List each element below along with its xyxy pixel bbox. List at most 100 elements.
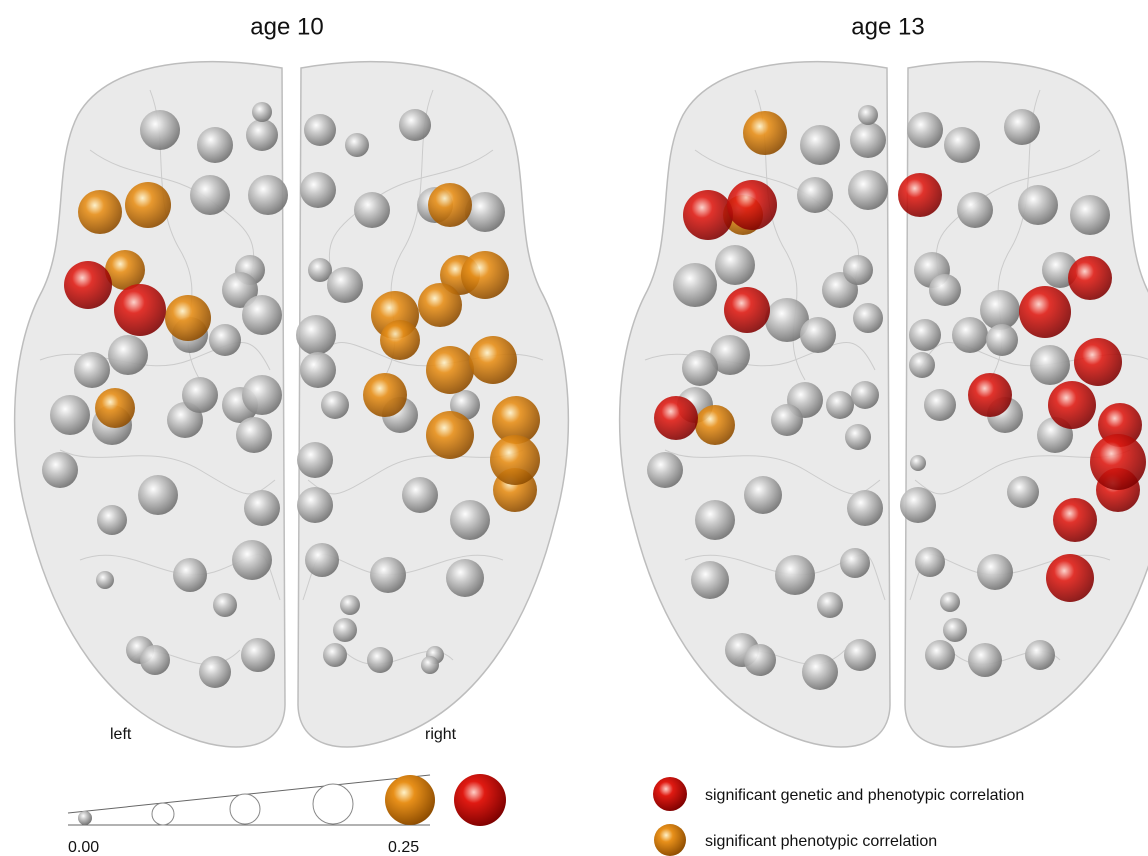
red-node [1068,256,1112,300]
orange-node [363,373,407,417]
gray-node [924,389,956,421]
gray-node [845,424,871,450]
gray-node [222,272,258,308]
gray-node [333,618,357,642]
orange-node [426,411,474,459]
gray-node [199,656,231,688]
orange-node [380,320,420,360]
side-label: right [425,726,457,743]
gray-node [957,192,993,228]
red-node [1074,338,1122,386]
gray-node [900,487,936,523]
gray-node [802,654,838,690]
orange-node [461,251,509,299]
red-node [968,373,1012,417]
gray-node [300,352,336,388]
gray-node [673,263,717,307]
gray-node [340,595,360,615]
gray-node [74,352,110,388]
gray-node [1030,345,1070,385]
gray-node [252,102,272,122]
gray-node [244,490,280,526]
gray-node [465,192,505,232]
gray-node [308,258,332,282]
gray-node [858,105,878,125]
gray-node [370,557,406,593]
red-node [114,284,166,336]
gray-node [140,110,180,150]
orange-node [490,435,540,485]
gray-node [304,114,336,146]
gray-node [246,119,278,151]
size-scale [67,774,506,826]
gray-node [248,175,288,215]
red-node [1019,286,1071,338]
orange-node [105,250,145,290]
gray-node [797,177,833,213]
gray-node [915,547,945,577]
gray-node [744,476,782,514]
gray-node [925,640,955,670]
gray-node [182,377,218,413]
gray-node [300,172,336,208]
red-node [727,180,777,230]
gray-node [450,500,490,540]
red-node [1046,554,1094,602]
orange-node [418,283,462,327]
gray-node [682,350,718,386]
orange-node [165,295,211,341]
gray-node [840,548,870,578]
gray-node [96,571,114,589]
gray-node [715,245,755,285]
orange-node [125,182,171,228]
gray-node [354,192,390,228]
gray-node [800,125,840,165]
gray-node [744,644,776,676]
gray-node [847,490,883,526]
gray-node [647,452,683,488]
gray-node [691,561,729,599]
gray-node [232,540,272,580]
gray-node [197,127,233,163]
gray-node [1018,185,1058,225]
gray-node [853,303,883,333]
gray-node [296,315,336,355]
orange-node [426,346,474,394]
gray-node [986,324,1018,356]
panel-title: age 10 [250,13,323,40]
gray-node [909,319,941,351]
gray-node [848,170,888,210]
gray-node [968,643,1002,677]
gray-node [929,274,961,306]
legend-label: significant genetic and phenotypic corre… [705,787,1024,804]
gray-node [940,592,960,612]
gray-node [977,554,1013,590]
gray-node [771,404,803,436]
gray-node [297,487,333,523]
orange-node [428,183,472,227]
gray-node [1004,109,1040,145]
gray-node [323,643,347,667]
orange-node [95,388,135,428]
gray-node [209,324,241,356]
orange-node [492,396,540,444]
panel-title: age 13 [851,13,924,40]
red-node [1090,434,1146,490]
gray-node [944,127,980,163]
orange-node [695,405,735,445]
side-label: left [110,726,132,743]
gray-node [909,352,935,378]
red-node [1048,381,1096,429]
legend-label: significant phenotypic correlation [705,833,937,850]
nodes [42,102,1146,690]
orange-node [78,190,122,234]
gray-node [1007,476,1039,508]
gray-node [213,593,237,617]
gray-node [242,295,282,335]
gray-node [321,391,349,419]
red-node [683,190,733,240]
gray-node [851,381,879,409]
gray-node [140,645,170,675]
gray-node [695,500,735,540]
